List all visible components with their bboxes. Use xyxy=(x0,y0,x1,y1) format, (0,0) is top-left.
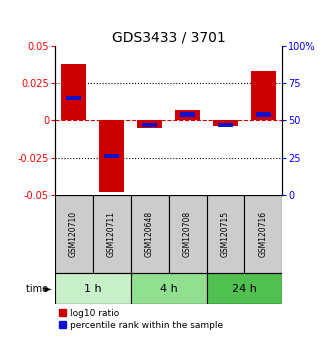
Bar xyxy=(218,122,233,127)
Text: time: time xyxy=(26,284,51,293)
Legend: log10 ratio, percentile rank within the sample: log10 ratio, percentile rank within the … xyxy=(59,309,223,330)
Bar xyxy=(142,122,157,127)
Bar xyxy=(169,195,206,273)
Text: 1 h: 1 h xyxy=(84,284,101,293)
Bar xyxy=(131,195,169,273)
Bar xyxy=(61,64,86,120)
Text: GSM120648: GSM120648 xyxy=(145,211,154,257)
Bar xyxy=(131,273,206,304)
Title: GDS3433 / 3701: GDS3433 / 3701 xyxy=(112,31,225,45)
Text: ►: ► xyxy=(38,284,51,293)
Bar xyxy=(104,154,119,158)
Text: GSM120708: GSM120708 xyxy=(183,211,192,257)
Bar xyxy=(55,273,131,304)
Bar xyxy=(180,112,195,116)
Bar xyxy=(66,96,81,100)
Bar xyxy=(256,112,271,116)
Bar xyxy=(92,195,131,273)
Bar xyxy=(206,195,245,273)
Text: 4 h: 4 h xyxy=(160,284,178,293)
Bar xyxy=(213,120,238,126)
Text: 24 h: 24 h xyxy=(232,284,257,293)
Text: GSM120710: GSM120710 xyxy=(69,211,78,257)
Bar xyxy=(245,195,282,273)
Bar xyxy=(137,120,162,128)
Bar xyxy=(99,120,124,192)
Bar xyxy=(251,71,276,120)
Bar xyxy=(206,273,282,304)
Text: GSM120711: GSM120711 xyxy=(107,211,116,257)
Bar xyxy=(175,110,200,120)
Text: GSM120715: GSM120715 xyxy=(221,211,230,257)
Bar xyxy=(55,195,92,273)
Text: GSM120716: GSM120716 xyxy=(259,211,268,257)
